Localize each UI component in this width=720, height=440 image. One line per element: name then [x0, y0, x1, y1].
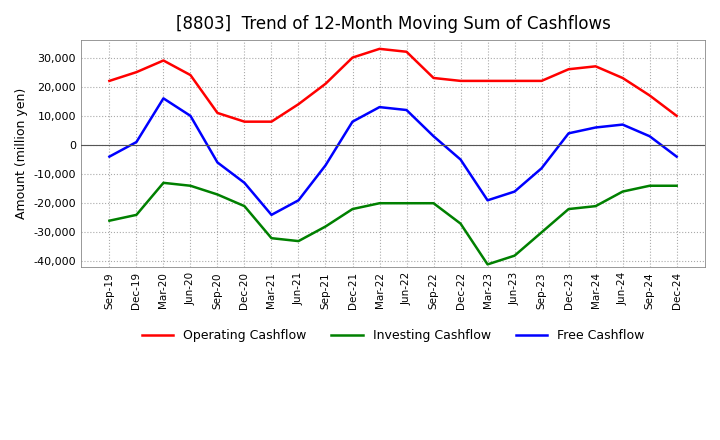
Y-axis label: Amount (million yen): Amount (million yen) — [15, 88, 28, 219]
Line: Investing Cashflow: Investing Cashflow — [109, 183, 677, 264]
Line: Operating Cashflow: Operating Cashflow — [109, 49, 677, 122]
Free Cashflow — [267, 212, 276, 217]
Investing Cashflow — [132, 212, 140, 217]
Free Cashflow — [618, 122, 627, 127]
Operating Cashflow — [672, 113, 681, 118]
Free Cashflow — [348, 119, 357, 125]
Operating Cashflow — [591, 64, 600, 69]
Free Cashflow — [321, 163, 330, 168]
Operating Cashflow — [510, 78, 519, 84]
Free Cashflow — [213, 160, 222, 165]
Operating Cashflow — [429, 75, 438, 81]
Operating Cashflow — [213, 110, 222, 116]
Investing Cashflow — [105, 218, 114, 224]
Free Cashflow — [537, 165, 546, 171]
Free Cashflow — [429, 134, 438, 139]
Investing Cashflow — [348, 206, 357, 212]
Free Cashflow — [456, 157, 465, 162]
Operating Cashflow — [105, 78, 114, 84]
Investing Cashflow — [159, 180, 168, 186]
Operating Cashflow — [321, 81, 330, 86]
Legend: Operating Cashflow, Investing Cashflow, Free Cashflow: Operating Cashflow, Investing Cashflow, … — [137, 324, 649, 348]
Free Cashflow — [186, 113, 194, 118]
Operating Cashflow — [564, 66, 573, 72]
Investing Cashflow — [591, 203, 600, 209]
Operating Cashflow — [294, 102, 303, 107]
Operating Cashflow — [618, 75, 627, 81]
Investing Cashflow — [375, 201, 384, 206]
Operating Cashflow — [456, 78, 465, 84]
Free Cashflow — [645, 134, 654, 139]
Investing Cashflow — [537, 230, 546, 235]
Operating Cashflow — [402, 49, 411, 55]
Investing Cashflow — [213, 192, 222, 197]
Operating Cashflow — [645, 93, 654, 98]
Investing Cashflow — [321, 224, 330, 229]
Investing Cashflow — [267, 235, 276, 241]
Operating Cashflow — [240, 119, 249, 125]
Free Cashflow — [294, 198, 303, 203]
Investing Cashflow — [645, 183, 654, 188]
Free Cashflow — [672, 154, 681, 159]
Operating Cashflow — [483, 78, 492, 84]
Free Cashflow — [402, 107, 411, 113]
Operating Cashflow — [132, 70, 140, 75]
Line: Free Cashflow: Free Cashflow — [109, 99, 677, 215]
Investing Cashflow — [456, 221, 465, 226]
Free Cashflow — [132, 139, 140, 145]
Free Cashflow — [159, 96, 168, 101]
Title: [8803]  Trend of 12-Month Moving Sum of Cashflows: [8803] Trend of 12-Month Moving Sum of C… — [176, 15, 611, 33]
Free Cashflow — [240, 180, 249, 186]
Investing Cashflow — [510, 253, 519, 258]
Operating Cashflow — [159, 58, 168, 63]
Free Cashflow — [591, 125, 600, 130]
Investing Cashflow — [672, 183, 681, 188]
Investing Cashflow — [186, 183, 194, 188]
Investing Cashflow — [240, 203, 249, 209]
Free Cashflow — [564, 131, 573, 136]
Free Cashflow — [375, 104, 384, 110]
Investing Cashflow — [429, 201, 438, 206]
Operating Cashflow — [267, 119, 276, 125]
Operating Cashflow — [375, 46, 384, 51]
Investing Cashflow — [564, 206, 573, 212]
Investing Cashflow — [483, 262, 492, 267]
Investing Cashflow — [618, 189, 627, 194]
Investing Cashflow — [294, 238, 303, 244]
Operating Cashflow — [537, 78, 546, 84]
Free Cashflow — [483, 198, 492, 203]
Operating Cashflow — [348, 55, 357, 60]
Operating Cashflow — [186, 73, 194, 78]
Investing Cashflow — [402, 201, 411, 206]
Free Cashflow — [105, 154, 114, 159]
Free Cashflow — [510, 189, 519, 194]
